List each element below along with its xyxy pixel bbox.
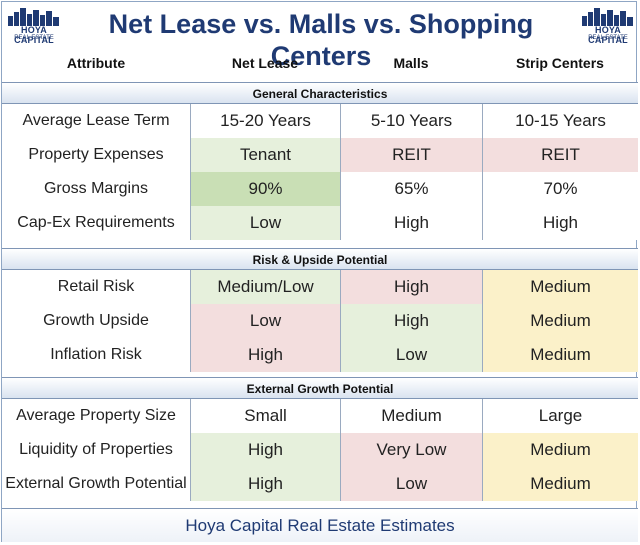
- cell-net-lease: 15-20 Years: [190, 104, 340, 138]
- row-attribute: Inflation Risk: [50, 346, 142, 363]
- table-row: Property Expenses Tenant REIT REIT: [2, 138, 638, 172]
- cell-malls: Low: [340, 467, 482, 501]
- logo-sub: REAL ESTATE: [14, 35, 54, 41]
- cell-malls: 5-10 Years: [340, 104, 482, 138]
- row-attribute: Retail Risk: [57, 278, 135, 295]
- hoya-logo-right: HOYA CAPITAL REAL ESTATE: [580, 6, 636, 45]
- cell-malls: Very Low: [340, 433, 482, 467]
- row-attribute: Liquidity of Properties: [19, 441, 173, 458]
- cell-strip-centers: REIT: [482, 138, 638, 172]
- column-header-net-lease: Net Lease: [231, 55, 299, 71]
- row-attribute: Growth Upside: [43, 312, 149, 329]
- cell-net-lease: Tenant: [190, 138, 340, 172]
- row-attribute: Gross Margins: [43, 180, 149, 197]
- cell-net-lease: Low: [190, 206, 340, 240]
- cell-net-lease: Medium/Low: [190, 270, 340, 304]
- header: HOYA CAPITAL REAL ESTATE Net Lease vs. M…: [2, 2, 638, 71]
- table-row: Retail Risk Medium/Low High Medium: [2, 270, 638, 304]
- column-header-attribute: Attribute: [66, 55, 126, 71]
- cell-net-lease: Small: [190, 399, 340, 433]
- cell-strip-centers: Large: [482, 399, 638, 433]
- cell-net-lease: High: [190, 338, 340, 372]
- table-row: External Growth Potential High Low Medium: [2, 467, 638, 501]
- table-row: Liquidity of Properties High Very Low Mediu…: [2, 433, 638, 467]
- skyline-icon: [582, 8, 633, 26]
- cell-malls: 65%: [340, 172, 482, 206]
- table-row: Average Lease Term 15-20 Years 5-10 Years 1…: [2, 104, 638, 138]
- cell-strip-centers: Medium: [482, 433, 638, 467]
- cell-net-lease: 90%: [190, 172, 340, 206]
- logo-name: HOYA CAPITAL: [588, 25, 628, 45]
- section-header: External Growth Potential: [2, 377, 638, 399]
- cell-net-lease: Low: [190, 304, 340, 338]
- cell-malls: High: [340, 304, 482, 338]
- row-attribute: Cap-Ex Requirements: [17, 214, 175, 231]
- table-row: Gross Margins 90% 65% 70%: [2, 172, 638, 206]
- column-header-malls: Malls: [393, 55, 429, 71]
- cell-malls: High: [340, 270, 482, 304]
- table-row: Growth Upside Low High Medium: [2, 304, 638, 338]
- skyline-icon: [8, 8, 59, 26]
- row-attribute: Average Property Size: [16, 407, 176, 424]
- table-row: Average Property Size Small Medium Large: [2, 399, 638, 433]
- section-header: Risk & Upside Potential: [2, 248, 638, 270]
- cell-strip-centers: Medium: [482, 338, 638, 372]
- row-attribute: Average Lease Term: [22, 112, 170, 129]
- row-attribute: Property Expenses: [28, 146, 164, 163]
- cell-net-lease: High: [190, 433, 340, 467]
- cell-strip-centers: High: [482, 206, 638, 240]
- table-row: Inflation Risk High Low Medium: [2, 338, 638, 372]
- cell-strip-centers: 70%: [482, 172, 638, 206]
- cell-malls: Low: [340, 338, 482, 372]
- cell-malls: Medium: [340, 399, 482, 433]
- column-header-strip-centers: Strip Centers: [516, 55, 604, 71]
- hoya-logo-left: HOYA CAPITAL REAL ESTATE: [6, 6, 62, 45]
- logo-sub: REAL ESTATE: [588, 35, 628, 41]
- section-header: General Characteristics: [2, 82, 638, 104]
- footer-source: Hoya Capital Real Estate Estimates: [2, 508, 638, 542]
- cell-strip-centers: Medium: [482, 270, 638, 304]
- logo-name: HOYA CAPITAL: [14, 25, 54, 45]
- cell-strip-centers: Medium: [482, 304, 638, 338]
- cell-net-lease: High: [190, 467, 340, 501]
- cell-strip-centers: Medium: [482, 467, 638, 501]
- table-row: Cap-Ex Requirements Low High High: [2, 206, 638, 240]
- row-attribute: External Growth Potential: [5, 475, 187, 492]
- cell-strip-centers: 10-15 Years: [482, 104, 638, 138]
- cell-malls: High: [340, 206, 482, 240]
- cell-malls: REIT: [340, 138, 482, 172]
- page-title: Net Lease vs. Malls vs. Shopping Centers: [108, 9, 534, 71]
